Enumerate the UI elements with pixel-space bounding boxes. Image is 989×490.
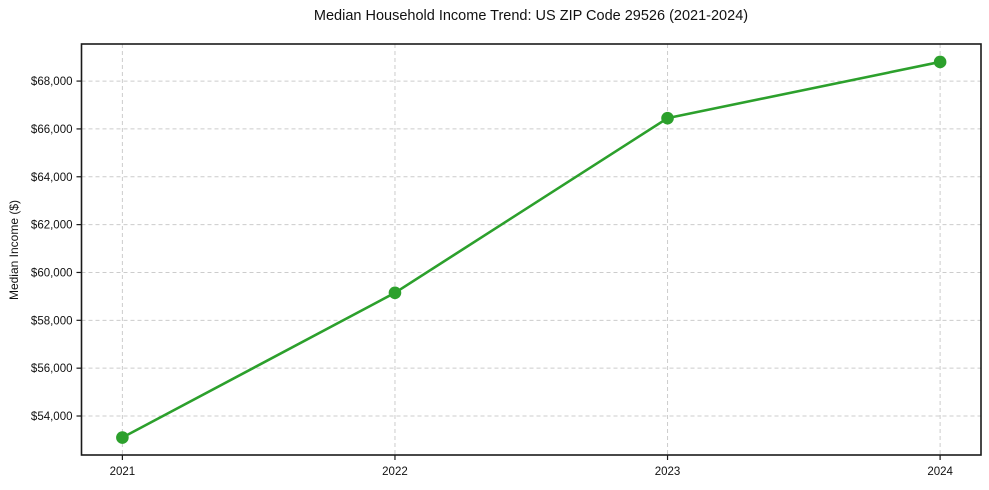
data-point-marker bbox=[661, 111, 674, 125]
x-tick-label: 2023 bbox=[655, 466, 681, 478]
x-tick-label: 2024 bbox=[927, 466, 953, 478]
y-tick-label: $56,000 bbox=[31, 363, 73, 375]
y-tick-label: $68,000 bbox=[31, 76, 73, 88]
data-point-marker bbox=[116, 431, 129, 444]
y-tick-label: $60,000 bbox=[31, 267, 73, 279]
data-point-marker bbox=[933, 55, 947, 69]
chart-title: Median Household Income Trend: US ZIP Co… bbox=[313, 8, 749, 24]
y-tick-label: $58,000 bbox=[31, 315, 73, 327]
plot-frame bbox=[80, 43, 982, 456]
series-line bbox=[121, 60, 942, 439]
x-tick-label: 2022 bbox=[382, 466, 408, 478]
x-tick-label: 2021 bbox=[110, 466, 136, 478]
y-tick-label: $64,000 bbox=[31, 172, 73, 184]
y-tick-label: $54,000 bbox=[31, 411, 73, 423]
y-tick-label: $62,000 bbox=[31, 220, 73, 232]
data-point-marker bbox=[388, 286, 402, 300]
y-tick-label: $66,000 bbox=[31, 124, 73, 136]
